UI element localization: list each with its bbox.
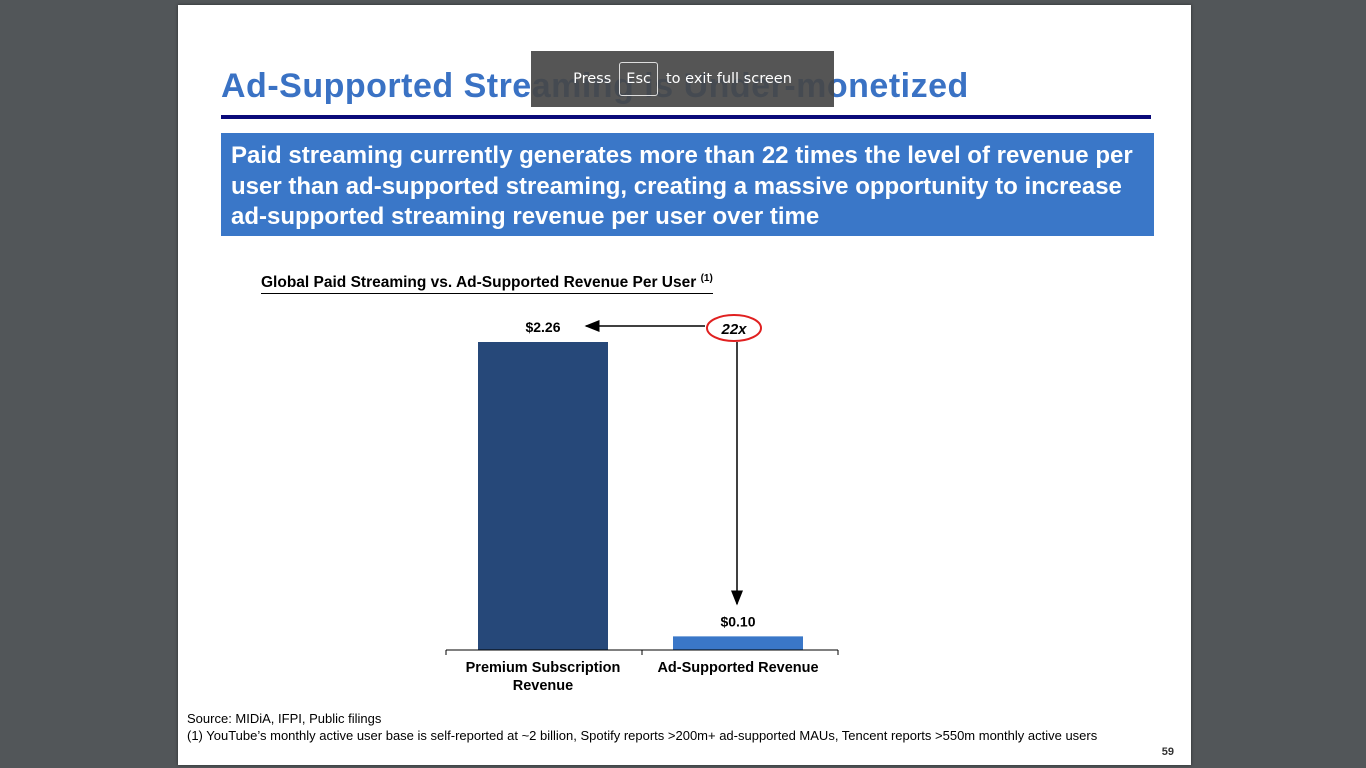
key-message-banner: Paid streaming currently generates more … [221,133,1154,236]
footer-notes: Source: MIDiA, IFPI, Public filings (1) … [187,710,1117,744]
bar-premium-subscription [478,342,608,650]
slide: Ad-Supported Streaming is Under-monetize… [178,5,1191,765]
chart-title: Global Paid Streaming vs. Ad-Supported R… [261,273,713,295]
category-label-ad-supported: Ad-Supported Revenue [657,660,819,676]
bar-value-label: $0.10 [720,613,755,629]
notice-suffix: to exit full screen [665,71,792,87]
fullscreen-exit-notice: Press Esc to exit full screen [531,51,834,107]
banner-text: Paid streaming currently generates more … [231,142,1133,230]
footnote: (1) YouTube’s monthly active user base i… [187,728,1098,743]
chart-title-footnote-ref: (1) [700,273,713,284]
notice-prefix: Press [573,71,612,87]
title-divider [221,115,1151,119]
bar-ad-supported [673,636,803,650]
bar-value-label: $2.26 [525,319,560,335]
multiplier-circle [706,314,762,342]
source-note: Source: MIDiA, IFPI, Public filings [187,711,382,726]
category-label-premium: Premium Subscription Revenue [465,660,621,694]
multiplier-annotation: 22x [720,321,747,338]
bar-chart: $2.26 $0.10 22x [445,314,839,655]
esc-key-badge: Esc [619,62,658,96]
chart-title-text: Global Paid Streaming vs. Ad-Supported R… [261,274,697,292]
page-number: 59 [1161,746,1174,758]
